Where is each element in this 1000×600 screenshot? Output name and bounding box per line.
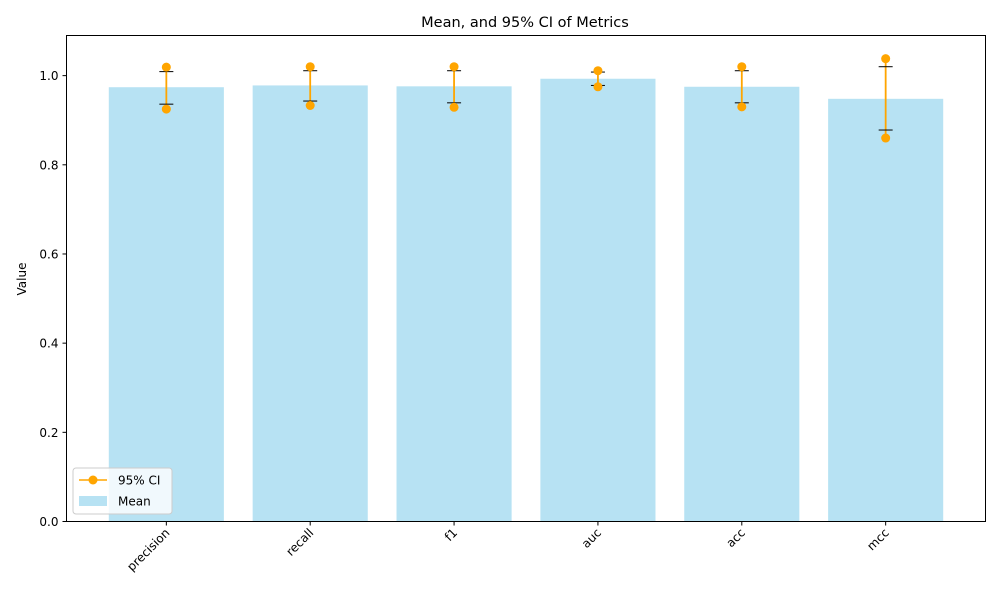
ci-upper-point-recall: [305, 62, 315, 72]
chart-title: Mean, and 95% CI of Metrics: [421, 15, 629, 31]
y-tick-label-0.6: 0.6: [39, 247, 58, 261]
y-tick-label-0.2: 0.2: [39, 426, 58, 440]
ci-upper-point-f1: [449, 62, 459, 72]
x-tick-label-mcc: mcc: [864, 526, 891, 553]
plot-frame: [66, 35, 986, 522]
legend-ci-label: 95% CI: [118, 474, 160, 488]
ci-lower-point-precision: [161, 104, 171, 114]
y-tick-label-0.4: 0.4: [39, 337, 58, 351]
legend-ci-marker: [88, 475, 98, 485]
ci-upper-point-acc: [737, 62, 747, 72]
bar-recall: [252, 85, 368, 522]
ci-lower-point-auc: [593, 82, 603, 92]
bar-acc: [684, 86, 800, 522]
ci-upper-point-precision: [161, 62, 171, 72]
y-tick-label-1.0: 1.0: [39, 69, 58, 83]
y-tick-label-0.0: 0.0: [39, 515, 58, 529]
bar-mcc: [828, 98, 944, 522]
x-tick-label-auc: auc: [579, 526, 604, 551]
x-tick-label-recall: recall: [283, 526, 316, 559]
y-axis-label: Value: [15, 263, 29, 296]
x-tick-label-f1: f1: [442, 526, 460, 544]
legend-mean-swatch: [79, 496, 107, 506]
legend-mean-label: Mean: [118, 495, 151, 509]
ci-upper-point-mcc: [881, 54, 891, 64]
bar-auc: [540, 78, 656, 522]
legend: 95% CI Mean: [72, 467, 173, 515]
bar-f1: [396, 86, 512, 522]
y-tick-label-0.8: 0.8: [39, 158, 58, 172]
ci-lower-point-recall: [305, 101, 315, 111]
ci-upper-point-auc: [593, 66, 603, 76]
ci-lower-point-f1: [449, 102, 459, 112]
x-tick-label-precision: precision: [124, 526, 172, 574]
ci-lower-point-acc: [737, 102, 747, 112]
x-tick-label-acc: acc: [723, 526, 747, 550]
bar-precision: [108, 87, 224, 522]
ci-lower-point-mcc: [881, 133, 891, 143]
